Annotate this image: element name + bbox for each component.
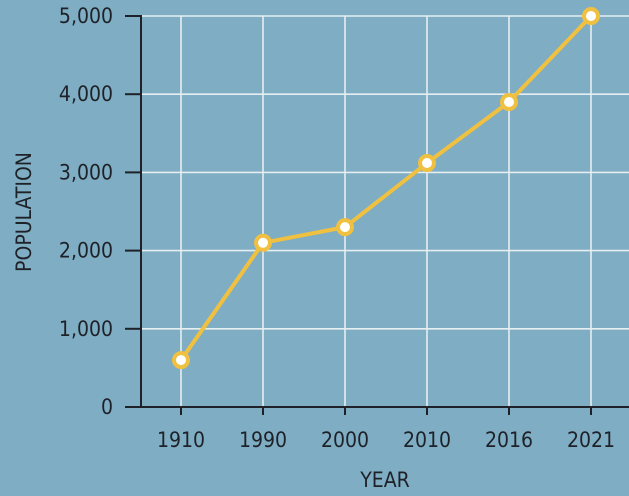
y-tick-label: 1,000 (59, 317, 113, 341)
data-point-2010 (418, 154, 436, 173)
y-tick-label: 0 (101, 395, 113, 419)
y-axis-title: POPULATION (12, 152, 36, 272)
x-tick-labels: 1910 1990 2000 2010 2016 2021 (157, 428, 615, 452)
x-tick-label: 1990 (239, 428, 287, 452)
y-tick-label: 2,000 (59, 239, 113, 263)
x-tick-label: 2000 (321, 428, 369, 452)
grid (141, 15, 629, 407)
data-point-2021 (582, 7, 600, 25)
x-tick-label: 2010 (403, 428, 451, 452)
axes (125, 15, 629, 415)
x-tick-label: 2021 (567, 428, 615, 452)
data-point-1910 (172, 351, 190, 370)
population-series-line (179, 14, 593, 363)
y-tick-label: 5,000 (59, 4, 113, 28)
data-point-2016 (500, 93, 518, 112)
data-series (172, 7, 600, 370)
x-tick-label: 2016 (485, 428, 533, 452)
x-tick-label: 1910 (157, 428, 205, 452)
data-point-1990 (254, 233, 272, 252)
x-axis-title: YEAR (359, 468, 410, 492)
y-tick-label: 4,000 (59, 82, 113, 106)
data-point-2000 (336, 218, 354, 237)
y-tick-label: 3,000 (59, 160, 113, 184)
y-tick-labels: 0 1,000 2,000 3,000 4,000 5,000 (59, 4, 113, 419)
